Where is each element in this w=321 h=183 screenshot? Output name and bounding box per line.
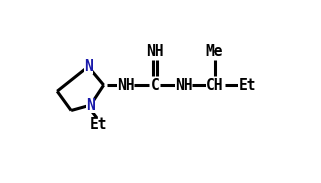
Text: NH: NH bbox=[146, 44, 164, 59]
Text: NH: NH bbox=[117, 78, 134, 93]
Text: N: N bbox=[84, 59, 92, 74]
Text: NH: NH bbox=[175, 78, 192, 93]
Text: C: C bbox=[151, 78, 159, 93]
Text: CH: CH bbox=[206, 78, 223, 93]
Text: Me: Me bbox=[206, 44, 223, 59]
Text: Et: Et bbox=[238, 78, 256, 93]
Text: Et: Et bbox=[90, 117, 107, 132]
Text: N: N bbox=[86, 98, 95, 113]
